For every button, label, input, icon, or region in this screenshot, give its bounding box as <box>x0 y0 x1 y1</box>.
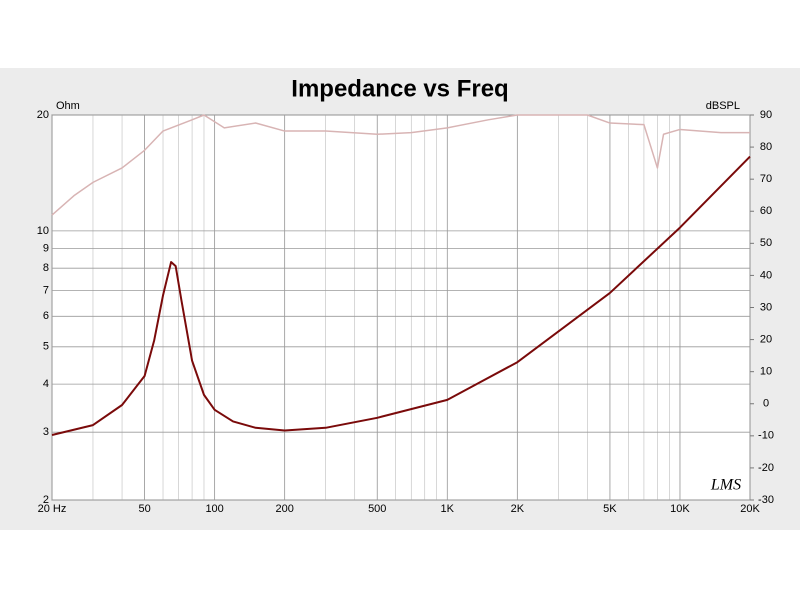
series-line <box>51 114 750 216</box>
y2-tick-label: -20 <box>758 462 774 474</box>
y-tick-label: 10 <box>37 225 49 237</box>
y2-tick-label: -10 <box>758 430 774 442</box>
chart-title: Impedance vs Freq <box>291 75 508 102</box>
x-tick-label: 100 <box>205 503 223 515</box>
y2-tick-label: 0 <box>763 398 769 410</box>
y2-tick-label: 90 <box>760 109 772 121</box>
y2-tick-label: 50 <box>760 237 772 249</box>
y2-tick-label: 10 <box>760 366 772 378</box>
y-tick-label: 9 <box>43 242 49 254</box>
x-tick-label: 2K <box>511 503 525 515</box>
x-tick-label: 500 <box>368 503 386 515</box>
y2-tick-label: 60 <box>760 205 772 217</box>
series-line <box>51 155 751 436</box>
y-tick-label: 20 <box>37 109 49 121</box>
x-tick-label: 1K <box>441 503 455 515</box>
x-tick-label: 10K <box>670 503 690 515</box>
x-tick-label: 20 Hz <box>38 503 67 515</box>
x-tick-label: 20K <box>740 503 760 515</box>
y-tick-label: 4 <box>43 378 49 390</box>
y2-tick-label: -30 <box>758 494 774 506</box>
y-axis-label: Ohm <box>56 100 80 112</box>
plot-area <box>51 114 751 501</box>
y2-tick-label: 30 <box>760 301 772 313</box>
y2-tick-label: 20 <box>760 333 772 345</box>
x-tick-label: 200 <box>275 503 293 515</box>
y2-tick-label: 70 <box>760 173 772 185</box>
y-tick-label: 5 <box>43 341 49 353</box>
y2-tick-label: 40 <box>760 269 772 281</box>
y-tick-label: 2 <box>43 494 49 506</box>
y-tick-label: 8 <box>43 262 49 274</box>
x-tick-label: 50 <box>138 503 150 515</box>
y-tick-label: 7 <box>43 284 49 296</box>
y2-tick-label: 80 <box>760 141 772 153</box>
y2-axis-label: dBSPL <box>706 100 740 112</box>
annotation: LMS <box>710 477 741 494</box>
x-tick-label: 5K <box>603 503 617 515</box>
y-tick-label: 3 <box>43 426 49 438</box>
y-tick-label: 6 <box>43 310 49 322</box>
